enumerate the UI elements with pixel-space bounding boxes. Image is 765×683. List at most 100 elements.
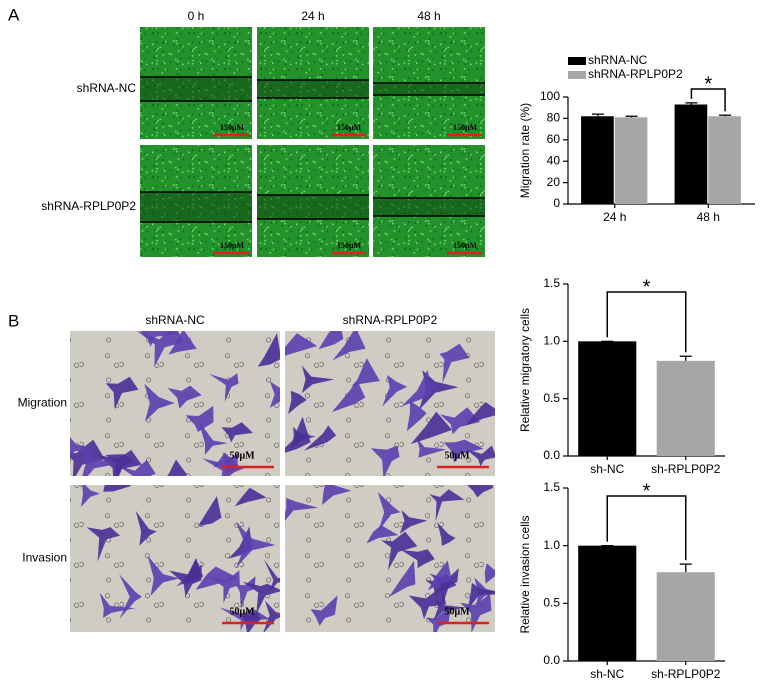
cell [285,333,318,356]
x-tick-label: sh-NC [590,462,624,476]
cell [257,333,280,367]
scale-label: 150μM [220,241,245,250]
cell [426,604,452,632]
cell [182,558,202,584]
x-tick-label: 48 h [697,210,720,224]
cell [269,381,280,408]
significance-bracket [606,291,687,353]
wound-area [140,192,252,222]
y-tick-label: 1.0 [543,334,560,348]
cell [429,489,465,522]
cell [351,358,380,387]
legend-label: shRNA-NC [588,53,648,67]
panel-label: A [8,5,20,24]
micrograph [70,331,280,476]
cell [427,560,452,591]
cell [168,331,197,355]
cell [209,570,240,604]
bar [578,341,637,456]
x-tick-label: sh-NC [590,667,624,681]
significance-bracket [606,495,687,561]
y-axis-label: Migration rate (%) [518,103,532,198]
significance-mark: * [643,276,651,298]
cell [242,581,280,615]
cell [103,485,132,492]
wound-area [373,83,485,95]
y-tick-label: 0.5 [543,391,560,405]
wound-area [257,80,369,98]
wound-area [140,77,252,101]
cell [417,438,447,458]
x-tick-label: sh-RPLP0P2 [651,462,721,476]
cell [381,531,418,571]
cell [234,487,267,507]
cell [135,510,157,546]
significance-bracket [690,88,726,112]
panel-label: B [8,311,19,330]
cell [285,416,311,453]
y-tick-label: 80 [547,111,561,125]
row-label: Invasion [22,551,67,565]
cell [460,593,492,632]
scale-label: 150μM [453,123,478,132]
legend-swatch [568,57,586,65]
cell [332,331,366,361]
cell [377,491,401,532]
cell [401,369,433,407]
y-axis-label: Relative invasion cells [518,515,532,633]
cell [331,380,366,413]
scale-label: 150μM [337,123,362,132]
cell [467,485,493,498]
cell [303,425,337,451]
cell [301,365,335,394]
y-tick-label: 0 [553,196,560,210]
cell [167,459,188,476]
cell [465,402,495,426]
cell [241,611,261,632]
scale-label: 50μM [444,450,470,461]
cell [310,595,338,626]
y-tick-label: 0.0 [543,653,560,667]
y-tick-label: 40 [547,153,561,167]
cell [318,331,344,350]
cell [195,566,238,590]
cell [484,563,495,584]
scale-label: 150μM [453,241,478,250]
bar [581,116,614,204]
row-label: shRNA-RPLP0P2 [41,199,136,213]
cell [439,343,470,384]
cell [198,496,222,527]
cell [235,522,276,568]
cell [147,555,180,596]
y-tick-label: 20 [547,175,561,189]
cell [285,497,319,521]
cell [116,459,156,476]
cell [263,559,280,593]
cell [388,560,416,597]
cell [465,445,495,467]
significance-mark: * [704,73,712,95]
cell [105,376,139,410]
cell [167,385,202,409]
bar [674,104,708,204]
cell [467,582,495,610]
cell [406,400,427,432]
cell [408,585,447,620]
column-label: 0 h [188,9,205,23]
cell [439,407,481,435]
bar [656,572,715,661]
column-label: shRNA-RPLP0P2 [343,313,438,327]
row-label: Migration [18,396,67,410]
cell [437,522,456,546]
cell [322,485,352,505]
y-tick-label: 60 [547,132,561,146]
row-label: shRNA-NC [77,81,137,95]
cell [400,549,435,569]
bar [656,360,715,456]
cell [443,439,484,463]
cell [99,592,136,618]
cell [185,406,214,432]
cell [382,374,408,407]
x-tick-label: sh-RPLP0P2 [651,667,721,681]
cell [105,454,134,476]
